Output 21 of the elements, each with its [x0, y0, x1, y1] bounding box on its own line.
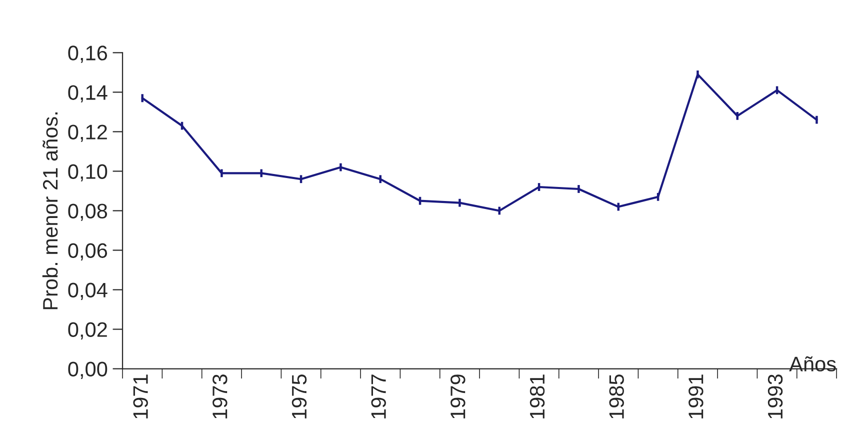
y-tick-label: 0,08 [68, 204, 108, 221]
y-tick-label: 0,14 [68, 85, 108, 102]
x-tick-label: 1981 [530, 374, 545, 418]
line-series [141, 73, 818, 212]
y-axis-title: Prob. menor 21 años. [42, 112, 58, 310]
y-tick-label: 0,10 [68, 164, 108, 182]
y-tick-label: 0,00 [68, 362, 108, 379]
x-tick-label: 1975 [292, 374, 307, 418]
y-tick-label: 0,06 [68, 243, 108, 260]
x-tick-label: 1971 [133, 374, 148, 418]
x-tick-label: 1993 [768, 374, 783, 418]
x-tick-label: 1977 [371, 374, 386, 418]
y-tick-label: 0,04 [68, 282, 108, 300]
y-tick-label: 0,16 [68, 46, 108, 63]
x-tick-label: 1991 [688, 374, 704, 418]
x-axis-title: Años [789, 356, 836, 372]
x-tick-label: 1979 [450, 374, 466, 418]
y-tick-label: 0,12 [68, 124, 107, 142]
x-tick-label: 1985 [609, 374, 624, 418]
y-tick-label: 0,02 [68, 322, 107, 340]
x-tick-label: 1973 [212, 374, 228, 418]
